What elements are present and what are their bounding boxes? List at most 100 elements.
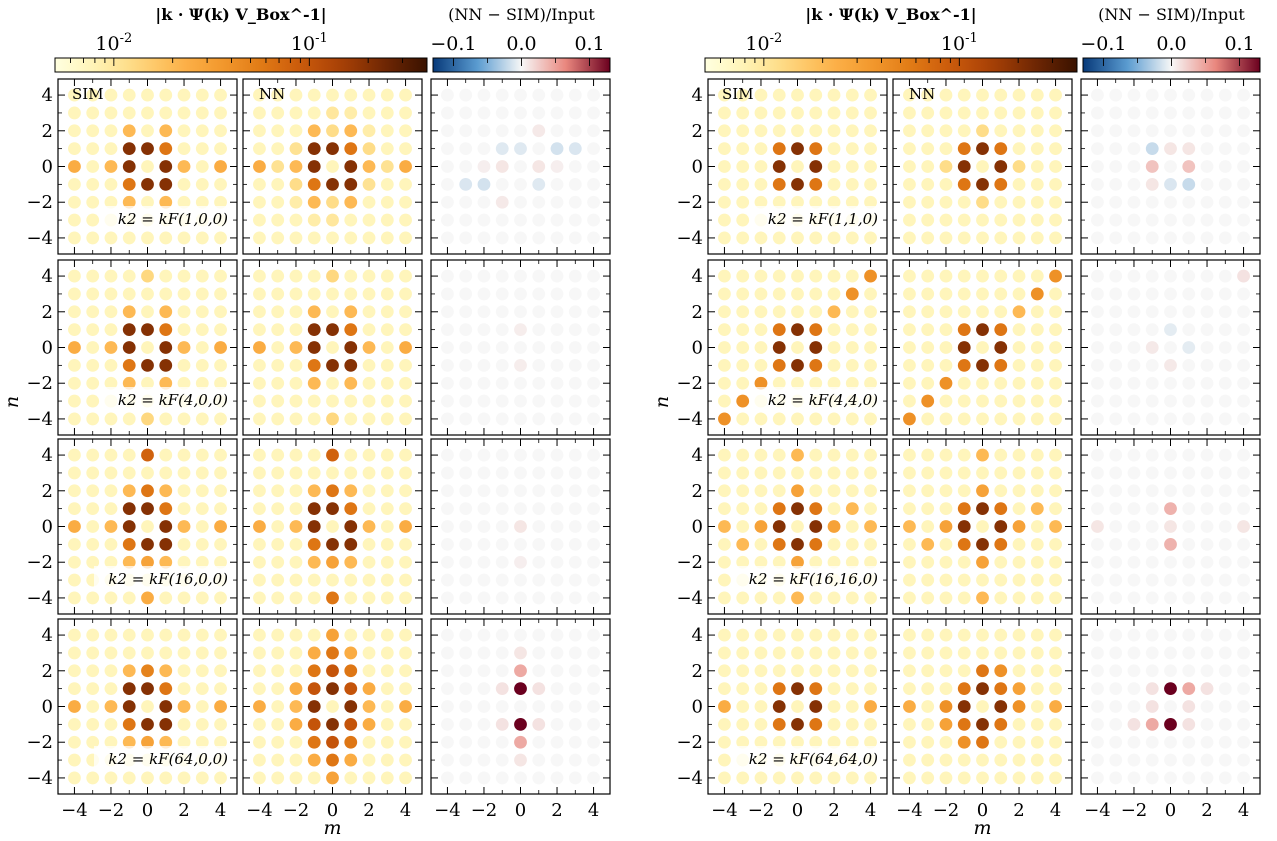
lattice-point — [399, 177, 412, 191]
lattice-point — [754, 88, 768, 102]
lattice-point — [921, 484, 935, 498]
lattice-point — [791, 520, 804, 533]
lattice-point — [122, 124, 136, 138]
lattice-point — [1237, 466, 1250, 480]
lattice-point — [362, 753, 376, 767]
lattice-point — [827, 682, 841, 696]
lattice-point — [362, 484, 376, 498]
lattice-point — [514, 753, 527, 767]
lattice-point — [1164, 88, 1177, 102]
lattice-point — [1091, 106, 1104, 120]
lattice-point — [307, 287, 321, 301]
lattice-point — [568, 735, 582, 749]
lattice-point — [326, 646, 339, 660]
lattice-point — [1218, 341, 1232, 354]
lattice-point — [344, 700, 358, 713]
lattice-point — [587, 213, 600, 227]
lattice-point — [380, 195, 394, 209]
lattice-point — [809, 106, 823, 120]
lattice-point — [477, 160, 491, 173]
lattice-point — [68, 88, 81, 102]
lattice-point — [86, 305, 100, 319]
lattice-point — [957, 735, 971, 749]
colorbar-difference-g2: −0.1 0.0 0.1(NN − SIM)/Input — [1080, 5, 1261, 73]
lattice-point — [1109, 771, 1123, 785]
lattice-point — [754, 106, 768, 120]
lattice-point — [957, 682, 971, 696]
lattice-point — [271, 735, 285, 749]
lattice-point — [1164, 412, 1177, 426]
row-label-background — [102, 206, 231, 230]
lattice-point — [921, 142, 935, 156]
lattice-point — [441, 106, 454, 120]
lattice-point — [326, 394, 339, 408]
lattice-point — [195, 484, 209, 498]
lattice-point — [827, 591, 841, 605]
lattice-point — [718, 195, 731, 209]
lattice-point — [344, 502, 358, 516]
lattice-point — [441, 717, 454, 731]
lattice-point — [380, 466, 394, 480]
lattice-point — [326, 735, 339, 749]
lattice-point — [441, 88, 454, 102]
lattice-point — [1127, 124, 1141, 138]
lattice-point — [214, 646, 227, 660]
lattice-point — [957, 771, 971, 785]
lattice-point — [1091, 160, 1104, 173]
lattice-point — [68, 735, 81, 749]
lattice-point — [399, 537, 412, 551]
lattice-point — [495, 735, 509, 749]
lattice-point — [1145, 88, 1159, 102]
lattice-point — [289, 484, 303, 498]
lattice-point — [1200, 466, 1214, 480]
lattice-point — [344, 358, 358, 372]
lattice-point — [845, 646, 859, 660]
lattice-point — [68, 160, 81, 173]
lattice-point — [1012, 341, 1026, 354]
lattice-point — [903, 124, 916, 138]
lattice-point — [1164, 591, 1177, 605]
lattice-point — [1237, 664, 1250, 678]
x-tick-label: 4 — [215, 800, 226, 821]
lattice-point — [1218, 448, 1232, 462]
lattice-point — [271, 682, 285, 696]
lattice-point — [1237, 537, 1250, 551]
lattice-point — [122, 195, 136, 209]
lattice-point — [1145, 591, 1159, 605]
lattice-point — [362, 195, 376, 209]
lattice-point — [307, 664, 321, 678]
lattice-point — [903, 502, 916, 516]
lattice-point — [68, 106, 81, 120]
lattice-point — [809, 664, 823, 678]
lattice-point — [1127, 358, 1141, 372]
lattice-point — [177, 502, 191, 516]
lattice-point — [159, 305, 173, 319]
x-axis-label: m — [973, 817, 991, 839]
lattice-point — [441, 466, 454, 480]
lattice-point — [380, 358, 394, 372]
lattice-point — [68, 448, 81, 462]
lattice-point — [253, 771, 266, 785]
lattice-point — [976, 341, 989, 354]
lattice-point — [344, 664, 358, 678]
lattice-point — [344, 341, 358, 354]
lattice-point — [772, 341, 786, 354]
lattice-point — [326, 287, 339, 301]
lattice-point — [976, 537, 989, 551]
row-label-background — [752, 387, 881, 411]
lattice-point — [1091, 287, 1104, 301]
lattice-point — [827, 195, 841, 209]
lattice-point — [477, 323, 491, 337]
lattice-point — [141, 520, 154, 533]
lattice-point — [772, 195, 786, 209]
lattice-point — [1200, 573, 1214, 587]
lattice-point — [1164, 195, 1177, 209]
lattice-point — [1030, 231, 1044, 245]
lattice-point — [141, 466, 154, 480]
lattice-point — [1091, 573, 1104, 587]
lattice-point — [864, 502, 877, 516]
lattice-point — [957, 269, 971, 283]
lattice-point — [994, 88, 1008, 102]
lattice-point — [177, 160, 191, 173]
lattice-point — [214, 735, 227, 749]
